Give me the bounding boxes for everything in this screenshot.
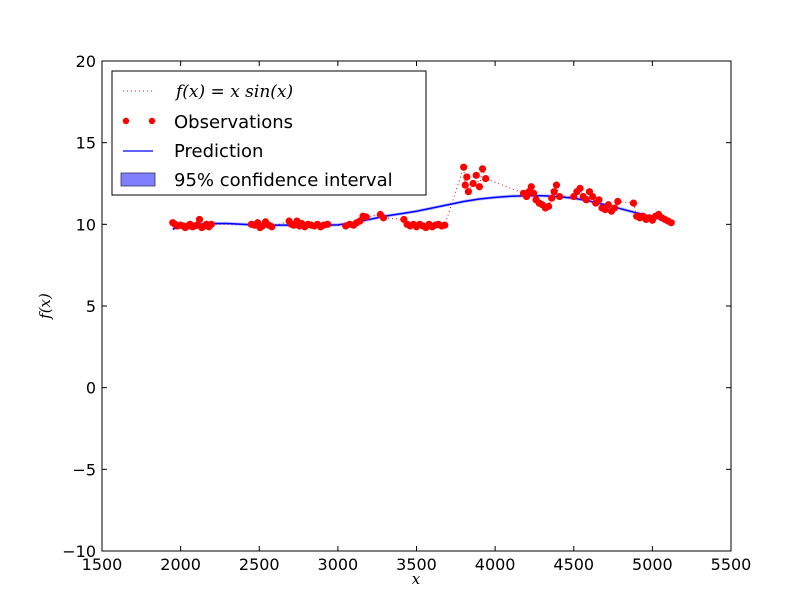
x-tick-label: 4000	[475, 555, 516, 574]
observation-point	[527, 183, 535, 191]
y-tick-label: 20	[76, 52, 96, 71]
legend-swatch-observations-2	[148, 117, 156, 125]
observation-point	[463, 173, 471, 181]
observation-point	[268, 223, 276, 231]
x-tick-label: 1500	[82, 555, 123, 574]
observation-point	[667, 219, 675, 227]
observation-point	[469, 179, 477, 188]
legend-label-confidence: 95% confidence interval	[174, 170, 393, 191]
plot-content	[169, 163, 675, 232]
axis-ticks: 1500 2000 2500 3000 3500 4000 4500 5000 5500 −10 −…	[62, 52, 751, 574]
observation-point	[324, 220, 332, 228]
observation-point	[379, 214, 388, 222]
observation-point	[614, 197, 622, 206]
observation-point	[604, 201, 612, 209]
observation-point	[548, 194, 556, 202]
y-axis-label: f(x)	[36, 293, 54, 320]
observation-point	[530, 189, 538, 197]
observation-point	[195, 215, 204, 224]
observation-point	[629, 199, 638, 207]
observation-point	[472, 171, 480, 179]
observation-point	[550, 188, 558, 196]
x-tick-label: 3500	[396, 555, 437, 574]
observation-point	[544, 202, 553, 210]
y-tick-label: 15	[76, 134, 96, 153]
observation-point	[552, 181, 561, 189]
y-tick-label: −5	[72, 460, 96, 479]
observation-point	[478, 165, 487, 173]
observation-point	[207, 220, 215, 228]
observation-point	[555, 192, 564, 201]
observation-point	[611, 204, 619, 212]
observation-point	[460, 163, 468, 171]
observation-point	[441, 221, 449, 229]
observation-point	[461, 181, 469, 189]
y-tick-label: 0	[86, 379, 96, 398]
legend-swatch-confidence	[120, 172, 156, 187]
x-tick-label: 5500	[711, 555, 752, 574]
x-tick-label: 4500	[553, 555, 594, 574]
legend: f(x) = x sin(x) Observations Prediction …	[111, 70, 427, 196]
legend-label-observations: Observations	[174, 112, 293, 133]
legend-swatch-observations-1	[122, 117, 130, 125]
x-tick-label: 2000	[160, 555, 201, 574]
observation-point	[464, 188, 472, 196]
observation-point	[589, 192, 597, 201]
observation-point	[595, 196, 603, 204]
y-tick-label: 5	[86, 297, 96, 316]
observation-point	[475, 183, 483, 191]
legend-label-prediction: Prediction	[174, 141, 263, 162]
y-tick-label: 10	[76, 215, 96, 234]
observation-point	[362, 213, 370, 221]
observation-point	[576, 184, 584, 192]
y-tick-label: −10	[62, 542, 96, 561]
legend-label-function: f(x) = x sin(x)	[174, 82, 293, 102]
x-tick-label: 2500	[239, 555, 280, 574]
x-axis-label: x	[412, 570, 421, 588]
x-tick-label: 3000	[318, 555, 359, 574]
observation-point	[482, 175, 490, 183]
observation-point	[582, 196, 590, 204]
legend-frame	[111, 70, 427, 196]
x-tick-label: 5000	[632, 555, 673, 574]
